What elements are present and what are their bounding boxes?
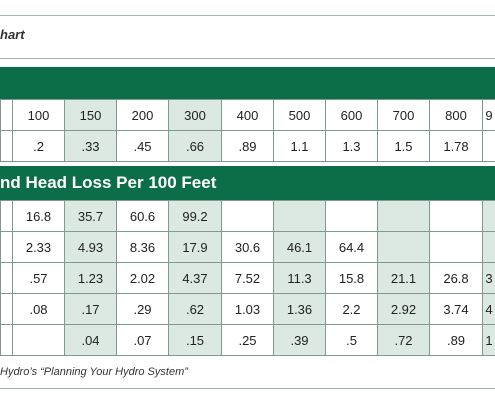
table-cell: 800 bbox=[429, 99, 483, 131]
bottom-rule bbox=[0, 388, 495, 389]
table-cell: .57 bbox=[12, 262, 65, 294]
table-cell bbox=[429, 231, 483, 263]
table-cell: 11.3 bbox=[273, 262, 326, 294]
table-cell bbox=[0, 231, 13, 263]
table-cell: .39 bbox=[273, 324, 326, 356]
table-cell bbox=[0, 262, 13, 294]
table-cell bbox=[273, 200, 326, 232]
table-cell: .04 bbox=[64, 324, 117, 356]
table-cell: 9 bbox=[482, 99, 495, 131]
table-cell: .62 bbox=[168, 293, 222, 325]
table-cell: 1.36 bbox=[273, 293, 326, 325]
table-cell: 35.7 bbox=[64, 200, 117, 232]
table-cell: 3.74 bbox=[429, 293, 483, 325]
table-cell: 1.1 bbox=[273, 130, 326, 162]
table-cell: 400 bbox=[221, 99, 274, 131]
table-cell: 1.23 bbox=[64, 262, 117, 294]
table-cell: 3 bbox=[482, 262, 495, 294]
table-cell: 30.6 bbox=[221, 231, 274, 263]
table-cell: 2.33 bbox=[12, 231, 65, 263]
table-cell: 700 bbox=[377, 99, 430, 131]
table-cell: .66 bbox=[168, 130, 222, 162]
table-cell: .33 bbox=[64, 130, 117, 162]
table-cell: .15 bbox=[168, 324, 222, 356]
table-cell: 1.03 bbox=[221, 293, 274, 325]
table-cell: 600 bbox=[325, 99, 378, 131]
flow-rate-table: 100 150 200 300 400 500 600 700 800 9.2.33.45.66.… bbox=[0, 99, 495, 162]
table-cell: 46.1 bbox=[273, 231, 326, 263]
table-cell: 200 bbox=[116, 99, 169, 131]
table-cell: 15.8 bbox=[325, 262, 378, 294]
table-row: 2.33 4.93 8.36 17.9 30.6 46.1 64.4 bbox=[0, 231, 495, 263]
top-rule bbox=[0, 15, 495, 16]
table-cell: .89 bbox=[429, 324, 483, 356]
chart-title: hart bbox=[0, 27, 25, 42]
table-cell bbox=[0, 99, 13, 131]
table-cell: 1.5 bbox=[377, 130, 430, 162]
table-cell: 500 bbox=[273, 99, 326, 131]
table-cell: .89 bbox=[221, 130, 274, 162]
table-cell: 100 bbox=[12, 99, 65, 131]
table-cell: 60.6 bbox=[116, 200, 169, 232]
table-cell: 4 bbox=[482, 293, 495, 325]
table-cell bbox=[0, 200, 13, 232]
table-cell bbox=[482, 200, 495, 232]
table-cell: 64.4 bbox=[325, 231, 378, 263]
header-band bbox=[0, 67, 495, 99]
table-row: .2.33.45.66.89 1.1 1.3 1.5 1.78 bbox=[0, 130, 495, 162]
table-cell: 99.2 bbox=[168, 200, 222, 232]
table-row: 100 150 200 300 400 500 600 700 800 9 bbox=[0, 99, 495, 131]
table-cell: 26.8 bbox=[429, 262, 483, 294]
table-row: 16.8 35.7 60.6 99.2 bbox=[0, 200, 495, 232]
table-cell bbox=[0, 130, 13, 162]
table-cell: 2.02 bbox=[116, 262, 169, 294]
table-cell: 1.3 bbox=[325, 130, 378, 162]
table-cell: .08 bbox=[12, 293, 65, 325]
table-cell bbox=[221, 200, 274, 232]
table-cell: .45 bbox=[116, 130, 169, 162]
table-cell: .72 bbox=[377, 324, 430, 356]
table-cell: 1 bbox=[482, 324, 495, 356]
table-cell: .5 bbox=[325, 324, 378, 356]
table-cell bbox=[0, 324, 13, 356]
table-cell: 7.52 bbox=[221, 262, 274, 294]
table-cell: 2.92 bbox=[377, 293, 430, 325]
head-loss-table: 16.8 35.7 60.6 99.2 2.33 4.93 8.36 17.9 30.6 46.1… bbox=[0, 200, 495, 356]
table-cell bbox=[0, 293, 13, 325]
title-rule bbox=[0, 58, 495, 59]
table-cell: 16.8 bbox=[12, 200, 65, 232]
table-cell: .07 bbox=[116, 324, 169, 356]
table-cell: .17 bbox=[64, 293, 117, 325]
table-cell: 1.78 bbox=[429, 130, 483, 162]
table-cell bbox=[482, 231, 495, 263]
table-cell: 300 bbox=[168, 99, 222, 131]
table-cell: 17.9 bbox=[168, 231, 222, 263]
table-cell: 2.2 bbox=[325, 293, 378, 325]
table-cell bbox=[482, 130, 495, 162]
table-row: .57 1.23 2.02 4.37 7.52 11.3 15.8 21.1 26.8 3 bbox=[0, 262, 495, 294]
table-cell: .2 bbox=[12, 130, 65, 162]
source-note: Hydro’s “Planning Your Hydro System” bbox=[0, 366, 188, 378]
table-cell bbox=[377, 231, 430, 263]
table-cell: 21.1 bbox=[377, 262, 430, 294]
table-cell: 150 bbox=[64, 99, 117, 131]
table-row: .04.07.15.25.39.5.72.89 1 bbox=[0, 324, 495, 356]
table-cell bbox=[12, 324, 65, 356]
table-cell: 4.93 bbox=[64, 231, 117, 263]
section-title: nd Head Loss Per 100 Feet bbox=[0, 166, 495, 200]
table-row: .08.17.29.62 1.03 1.36 2.2 2.92 3.74 4 bbox=[0, 293, 495, 325]
table-cell bbox=[429, 200, 483, 232]
table-cell bbox=[325, 200, 378, 232]
table-cell: .29 bbox=[116, 293, 169, 325]
table-cell: .25 bbox=[221, 324, 274, 356]
table-cell: 4.37 bbox=[168, 262, 222, 294]
table-cell: 8.36 bbox=[116, 231, 169, 263]
table-cell bbox=[377, 200, 430, 232]
